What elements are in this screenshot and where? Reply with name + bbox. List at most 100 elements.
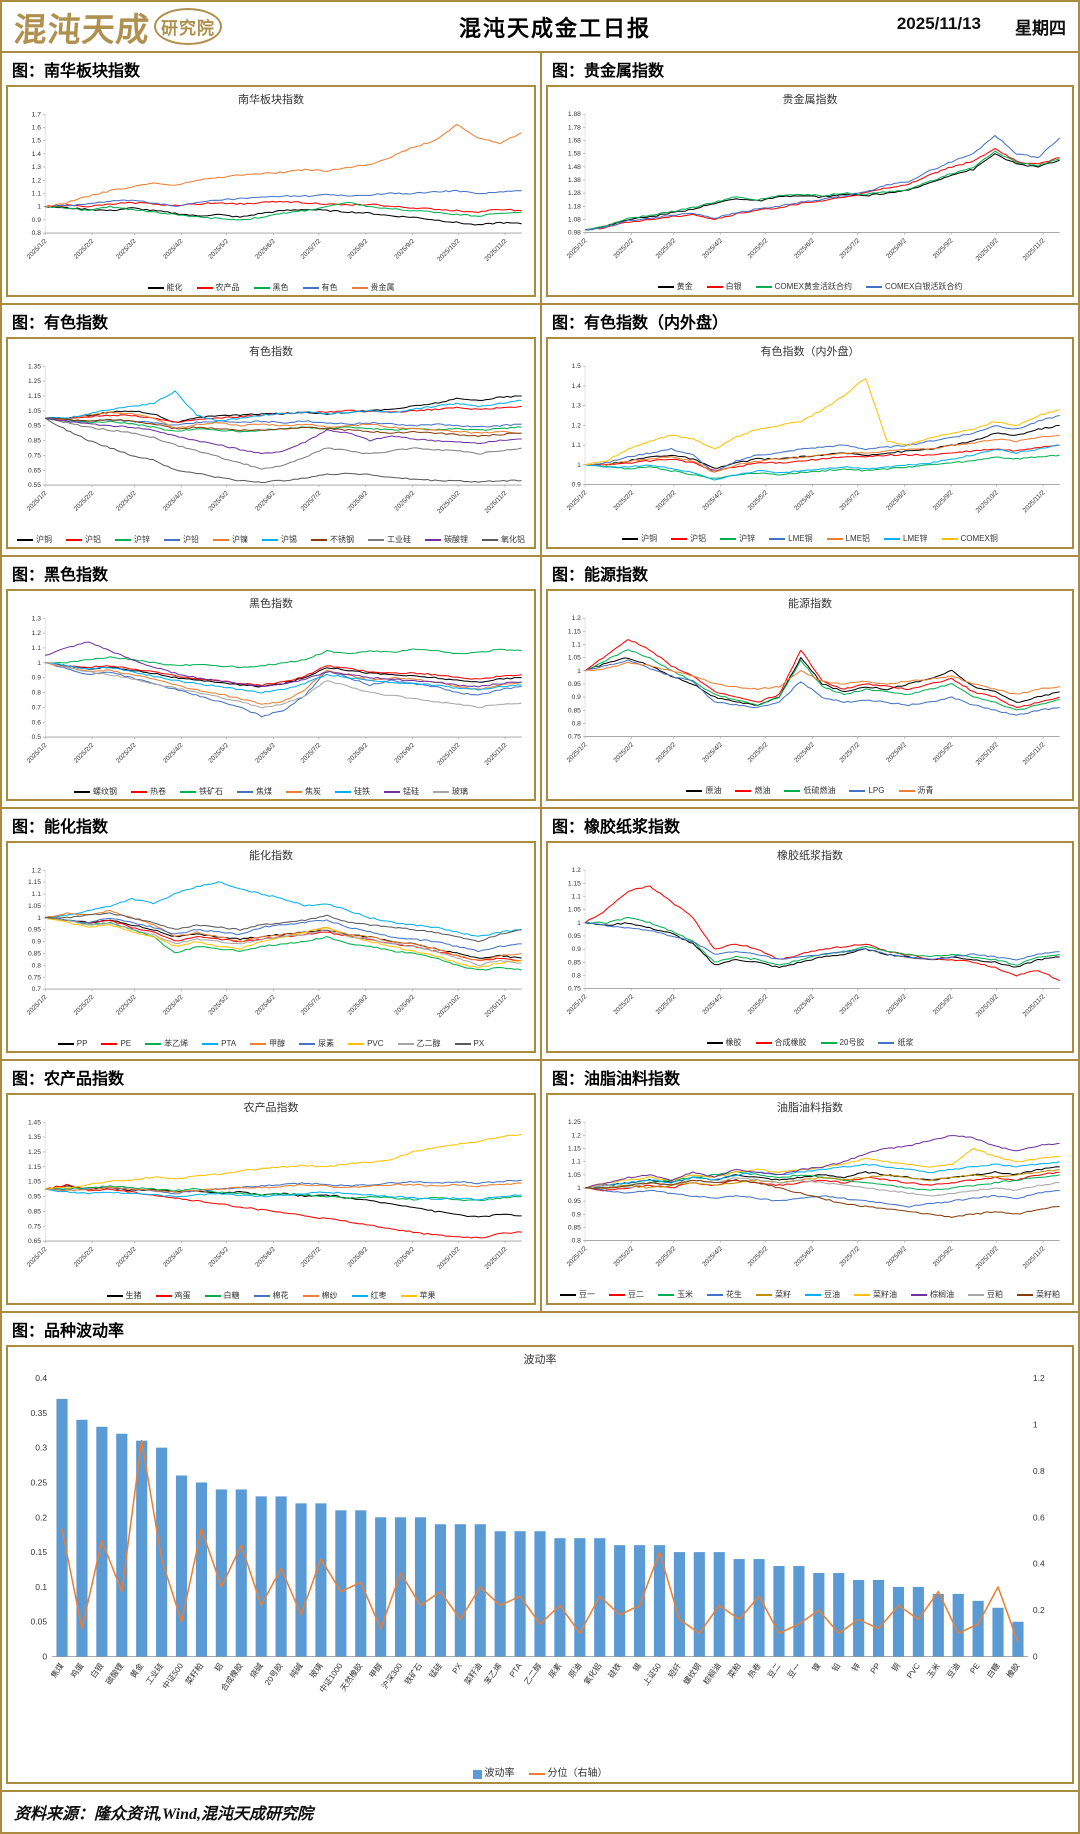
- svg-text:氧化铝: 氧化铝: [581, 1661, 603, 1686]
- svg-text:PVC: PVC: [905, 1662, 922, 1681]
- svg-text:2025/11/2: 2025/11/2: [483, 238, 508, 263]
- svg-text:2025/11/2: 2025/11/2: [483, 994, 508, 1019]
- svg-text:2025/6/2: 2025/6/2: [254, 490, 277, 513]
- logo-seal-text: 研究院: [154, 8, 222, 46]
- svg-text:1.05: 1.05: [568, 655, 581, 662]
- svg-text:0.1: 0.1: [35, 1582, 47, 1592]
- svg-text:0.85: 0.85: [28, 438, 41, 445]
- svg-text:2025/4/2: 2025/4/2: [162, 994, 185, 1017]
- svg-text:2025/5/2: 2025/5/2: [207, 238, 230, 261]
- svg-text:2025/9/2: 2025/9/2: [932, 489, 955, 512]
- svg-text:2025/7/2: 2025/7/2: [300, 742, 323, 765]
- weekday-value: 星期四: [1015, 19, 1066, 39]
- chart-canvas: 0.8 0.85 0.9 0.95 1 1.05 1.1 1.15 1.2 1.25 2025/1/…: [566, 1120, 1060, 1271]
- svg-text:0.98: 0.98: [568, 230, 581, 237]
- svg-text:2025/9/2: 2025/9/2: [393, 742, 416, 765]
- svg-text:0.75: 0.75: [568, 734, 581, 741]
- svg-text:1.15: 1.15: [28, 879, 41, 886]
- svg-text:1.05: 1.05: [568, 1172, 581, 1179]
- svg-text:1.48: 1.48: [568, 164, 581, 171]
- svg-text:豆油: 豆油: [944, 1661, 961, 1680]
- logo: 混沌天成 研究院: [12, 3, 344, 51]
- svg-text:玉米: 玉米: [925, 1661, 942, 1680]
- svg-text:1.25: 1.25: [28, 1149, 41, 1156]
- svg-text:橡胶: 橡胶: [1004, 1661, 1021, 1680]
- svg-text:1.25: 1.25: [28, 378, 41, 385]
- svg-text:2025/11/2: 2025/11/2: [1022, 1245, 1047, 1270]
- svg-text:1.1: 1.1: [32, 891, 42, 898]
- svg-text:0.75: 0.75: [28, 975, 41, 982]
- svg-text:2025/7/2: 2025/7/2: [838, 489, 861, 512]
- svg-text:2025/5/2: 2025/5/2: [207, 742, 230, 765]
- svg-text:2025/4/2: 2025/4/2: [162, 742, 185, 765]
- svg-text:2025/11/2: 2025/11/2: [483, 742, 508, 767]
- svg-text:2025/1/2: 2025/1/2: [566, 489, 589, 512]
- svg-text:2025/1/2: 2025/1/2: [26, 994, 49, 1017]
- svg-text:2025/10/2: 2025/10/2: [975, 489, 1001, 515]
- svg-text:2025/6/2: 2025/6/2: [793, 741, 816, 764]
- svg-text:0.05: 0.05: [31, 1617, 48, 1627]
- svg-text:2025/9/2: 2025/9/2: [932, 741, 955, 764]
- chart-nonferrous-in-out-index: 有色指数（内外盘） 0.9 1 1.1 1.2 1.3 1.4 1.5 2025/1/2 2025…: [546, 337, 1074, 550]
- svg-text:上证50: 上证50: [641, 1661, 663, 1687]
- svg-text:0.95: 0.95: [568, 681, 581, 688]
- svg-text:1.15: 1.15: [568, 1146, 581, 1153]
- svg-text:铝: 铝: [212, 1661, 225, 1673]
- svg-text:2025/3/2: 2025/3/2: [655, 489, 678, 512]
- svg-text:0.75: 0.75: [568, 986, 581, 993]
- svg-text:0.7: 0.7: [32, 986, 42, 993]
- svg-text:PX: PX: [450, 1661, 464, 1675]
- svg-text:2025/11/2: 2025/11/2: [1022, 237, 1047, 262]
- svg-text:0.3: 0.3: [35, 1443, 47, 1453]
- svg-text:2025/2/2: 2025/2/2: [612, 1245, 635, 1268]
- chart-nonferrous-index: 有色指数 0.55 0.65 0.75 0.85 0.95 1.05 1.15 1.25 1.35…: [6, 337, 536, 550]
- svg-text:2025/5/2: 2025/5/2: [207, 490, 230, 513]
- svg-text:2025/4/2: 2025/4/2: [162, 238, 185, 261]
- svg-text:0.2: 0.2: [35, 1513, 47, 1523]
- svg-text:2025/7/2: 2025/7/2: [838, 741, 861, 764]
- svg-text:0.9: 0.9: [572, 1212, 582, 1219]
- svg-text:1.5: 1.5: [32, 138, 42, 145]
- svg-text:2025/7/2: 2025/7/2: [838, 993, 861, 1016]
- svg-text:0.95: 0.95: [568, 933, 581, 940]
- svg-text:菜籽粕: 菜籽粕: [183, 1661, 205, 1686]
- svg-text:1.88: 1.88: [568, 112, 581, 119]
- svg-text:白银: 白银: [88, 1661, 105, 1680]
- svg-text:0.6: 0.6: [1033, 1513, 1045, 1523]
- chart-agriculture-index: 农产品指数 0.65 0.75 0.85 0.95 1.05 1.15 1.25 1.35 1.4…: [6, 1093, 536, 1306]
- svg-text:2025/3/2: 2025/3/2: [655, 237, 678, 260]
- section-label-energy: 图：能源指数: [552, 567, 649, 585]
- svg-text:1.4: 1.4: [572, 383, 582, 390]
- svg-text:2025/6/2: 2025/6/2: [793, 1245, 816, 1268]
- svg-text:1.2: 1.2: [32, 178, 42, 185]
- svg-text:0.4: 0.4: [1033, 1559, 1045, 1569]
- svg-text:2025/8/2: 2025/8/2: [346, 490, 369, 513]
- section-label-ferrous: 图：黑色指数: [12, 567, 109, 585]
- chart-canvas: 0.75 0.8 0.85 0.9 0.95 1 1.05 1.1 1.15 1.2 2025/1/…: [566, 616, 1060, 767]
- svg-text:苯乙烯: 苯乙烯: [482, 1661, 504, 1686]
- svg-text:2025/4/2: 2025/4/2: [701, 741, 724, 764]
- footer-source: 资料来源：隆众资讯,Wind,混沌天成研究院: [2, 1790, 1078, 1832]
- section-label-chemicals: 图：能化指数: [12, 819, 109, 837]
- svg-text:1.2: 1.2: [32, 868, 42, 875]
- svg-text:0.75: 0.75: [28, 453, 41, 460]
- svg-text:2025/3/2: 2025/3/2: [655, 1245, 678, 1268]
- svg-text:1: 1: [577, 1185, 581, 1192]
- svg-text:2025/2/2: 2025/2/2: [612, 237, 635, 260]
- svg-text:1.1: 1.1: [572, 642, 582, 649]
- svg-text:2025/7/2: 2025/7/2: [838, 237, 861, 260]
- svg-text:2025/10/2: 2025/10/2: [436, 238, 462, 264]
- svg-text:2025/5/2: 2025/5/2: [207, 994, 230, 1017]
- svg-text:1: 1: [37, 915, 41, 922]
- date-value: 2025/11/13: [896, 14, 981, 34]
- svg-text:2025/10/2: 2025/10/2: [436, 742, 462, 768]
- svg-text:2025/3/2: 2025/3/2: [655, 993, 678, 1016]
- svg-text:菜粕: 菜粕: [725, 1661, 742, 1680]
- svg-text:2025/11/2: 2025/11/2: [1022, 741, 1047, 766]
- svg-text:1.3: 1.3: [572, 403, 582, 410]
- svg-text:硅铁: 硅铁: [606, 1661, 623, 1680]
- chart-precious-metals-index: 贵金属指数 0.98 1.08 1.18 1.28 1.38 1.48 1.58 1.68 1.7…: [546, 85, 1074, 298]
- svg-text:2025/6/2: 2025/6/2: [254, 742, 277, 765]
- svg-text:2025/6/2: 2025/6/2: [254, 238, 277, 261]
- section-label-oils-oilseeds: 图：油脂油料指数: [552, 1071, 681, 1089]
